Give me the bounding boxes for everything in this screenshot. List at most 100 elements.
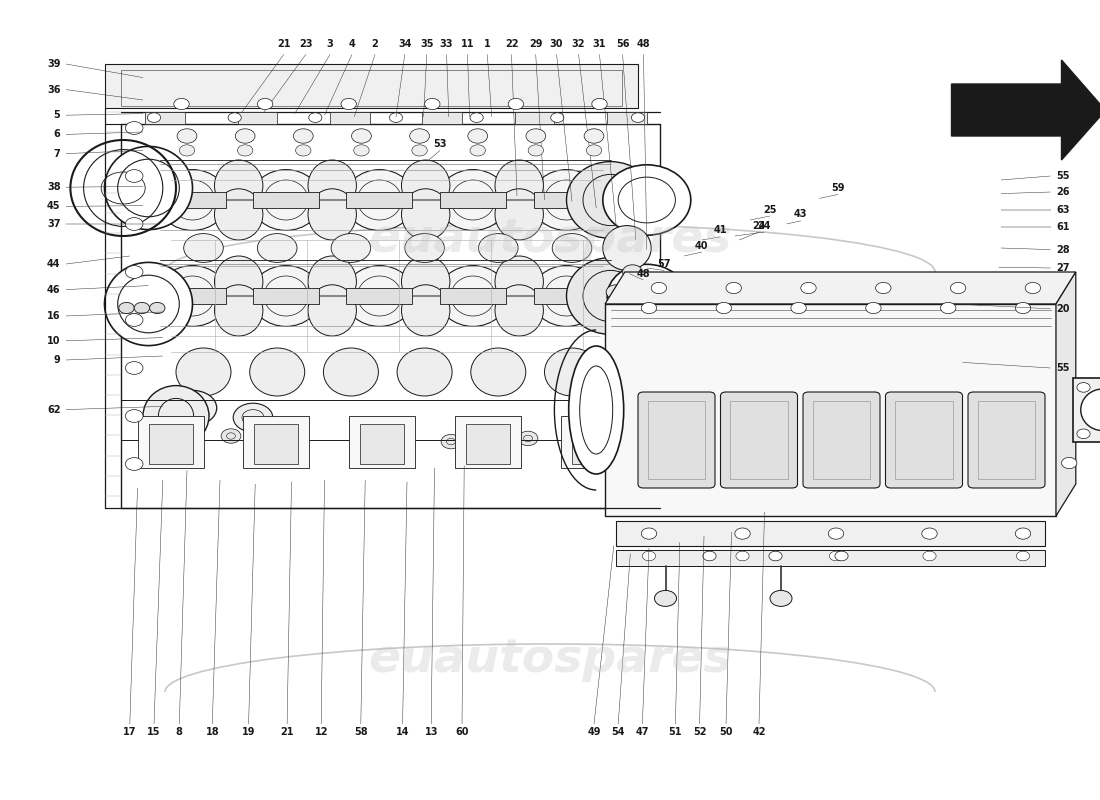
Text: 11: 11 xyxy=(461,39,474,49)
Bar xyxy=(330,112,370,124)
Ellipse shape xyxy=(402,189,450,240)
Circle shape xyxy=(125,266,143,278)
Text: 49: 49 xyxy=(587,727,601,737)
Circle shape xyxy=(119,302,134,314)
Ellipse shape xyxy=(251,170,321,230)
Text: 19: 19 xyxy=(242,727,255,737)
Circle shape xyxy=(294,129,313,143)
Circle shape xyxy=(552,234,592,262)
Circle shape xyxy=(147,113,161,122)
Ellipse shape xyxy=(214,256,263,307)
Ellipse shape xyxy=(308,285,356,336)
Bar xyxy=(561,416,627,468)
Circle shape xyxy=(703,551,716,561)
Circle shape xyxy=(828,528,844,539)
Ellipse shape xyxy=(1080,389,1100,430)
Bar xyxy=(253,288,319,304)
Circle shape xyxy=(354,145,370,156)
Circle shape xyxy=(528,145,543,156)
Bar xyxy=(254,424,298,464)
Ellipse shape xyxy=(603,165,691,235)
Bar xyxy=(605,304,1056,516)
Circle shape xyxy=(150,302,165,314)
Ellipse shape xyxy=(250,348,305,396)
Text: 12: 12 xyxy=(315,727,328,737)
Circle shape xyxy=(470,145,485,156)
Circle shape xyxy=(584,129,604,143)
Text: 37: 37 xyxy=(47,219,60,229)
Ellipse shape xyxy=(495,256,543,307)
Circle shape xyxy=(835,551,848,561)
Text: 39: 39 xyxy=(47,59,60,69)
Circle shape xyxy=(623,265,642,279)
Ellipse shape xyxy=(104,262,192,346)
Text: 7: 7 xyxy=(54,149,60,158)
Ellipse shape xyxy=(176,348,231,396)
Circle shape xyxy=(125,218,143,230)
Circle shape xyxy=(518,431,538,446)
Ellipse shape xyxy=(603,226,651,270)
Circle shape xyxy=(950,282,966,294)
Circle shape xyxy=(654,590,676,606)
Circle shape xyxy=(940,302,956,314)
Circle shape xyxy=(922,528,937,539)
Circle shape xyxy=(174,98,189,110)
Circle shape xyxy=(551,113,564,122)
Bar xyxy=(648,401,705,479)
Bar xyxy=(616,521,1045,546)
Text: 25: 25 xyxy=(763,205,777,214)
Circle shape xyxy=(125,362,143,374)
Ellipse shape xyxy=(344,266,415,326)
FancyBboxPatch shape xyxy=(886,392,962,488)
Circle shape xyxy=(411,145,427,156)
Circle shape xyxy=(331,234,371,262)
Ellipse shape xyxy=(308,160,356,211)
Circle shape xyxy=(1077,382,1090,392)
Text: 47: 47 xyxy=(636,727,649,737)
Circle shape xyxy=(1016,551,1030,561)
Circle shape xyxy=(1062,458,1077,469)
Bar xyxy=(1072,378,1100,442)
Circle shape xyxy=(651,282,667,294)
Polygon shape xyxy=(605,272,1076,304)
Circle shape xyxy=(176,410,187,418)
Circle shape xyxy=(125,314,143,326)
Circle shape xyxy=(425,98,440,110)
Circle shape xyxy=(235,129,255,143)
Circle shape xyxy=(168,390,217,426)
Text: 48: 48 xyxy=(637,269,650,278)
Ellipse shape xyxy=(157,266,228,326)
Circle shape xyxy=(801,282,816,294)
Circle shape xyxy=(586,145,602,156)
Circle shape xyxy=(791,302,806,314)
Bar xyxy=(440,192,506,208)
Bar xyxy=(534,288,600,304)
Text: 55: 55 xyxy=(1056,171,1069,181)
Text: 17: 17 xyxy=(123,727,136,737)
Text: 18: 18 xyxy=(206,727,219,737)
Text: 20: 20 xyxy=(1056,304,1069,314)
Ellipse shape xyxy=(143,386,209,446)
Text: 60: 60 xyxy=(455,727,469,737)
Ellipse shape xyxy=(402,256,450,307)
Circle shape xyxy=(592,98,607,110)
Text: 8: 8 xyxy=(176,727,183,737)
FancyBboxPatch shape xyxy=(638,392,715,488)
Text: 55: 55 xyxy=(1056,363,1069,373)
Text: 10: 10 xyxy=(47,336,60,346)
Text: 43: 43 xyxy=(794,210,807,219)
Circle shape xyxy=(177,129,197,143)
Circle shape xyxy=(125,410,143,422)
Text: 24: 24 xyxy=(758,221,771,230)
Bar xyxy=(466,424,510,464)
Circle shape xyxy=(228,113,241,122)
Ellipse shape xyxy=(566,162,654,238)
Text: 35: 35 xyxy=(420,39,433,49)
Circle shape xyxy=(287,434,307,449)
Circle shape xyxy=(508,98,524,110)
Text: 46: 46 xyxy=(47,285,60,294)
Text: 33: 33 xyxy=(440,39,453,49)
Ellipse shape xyxy=(157,170,228,230)
Text: 32: 32 xyxy=(572,39,585,49)
Text: 38: 38 xyxy=(47,182,60,192)
